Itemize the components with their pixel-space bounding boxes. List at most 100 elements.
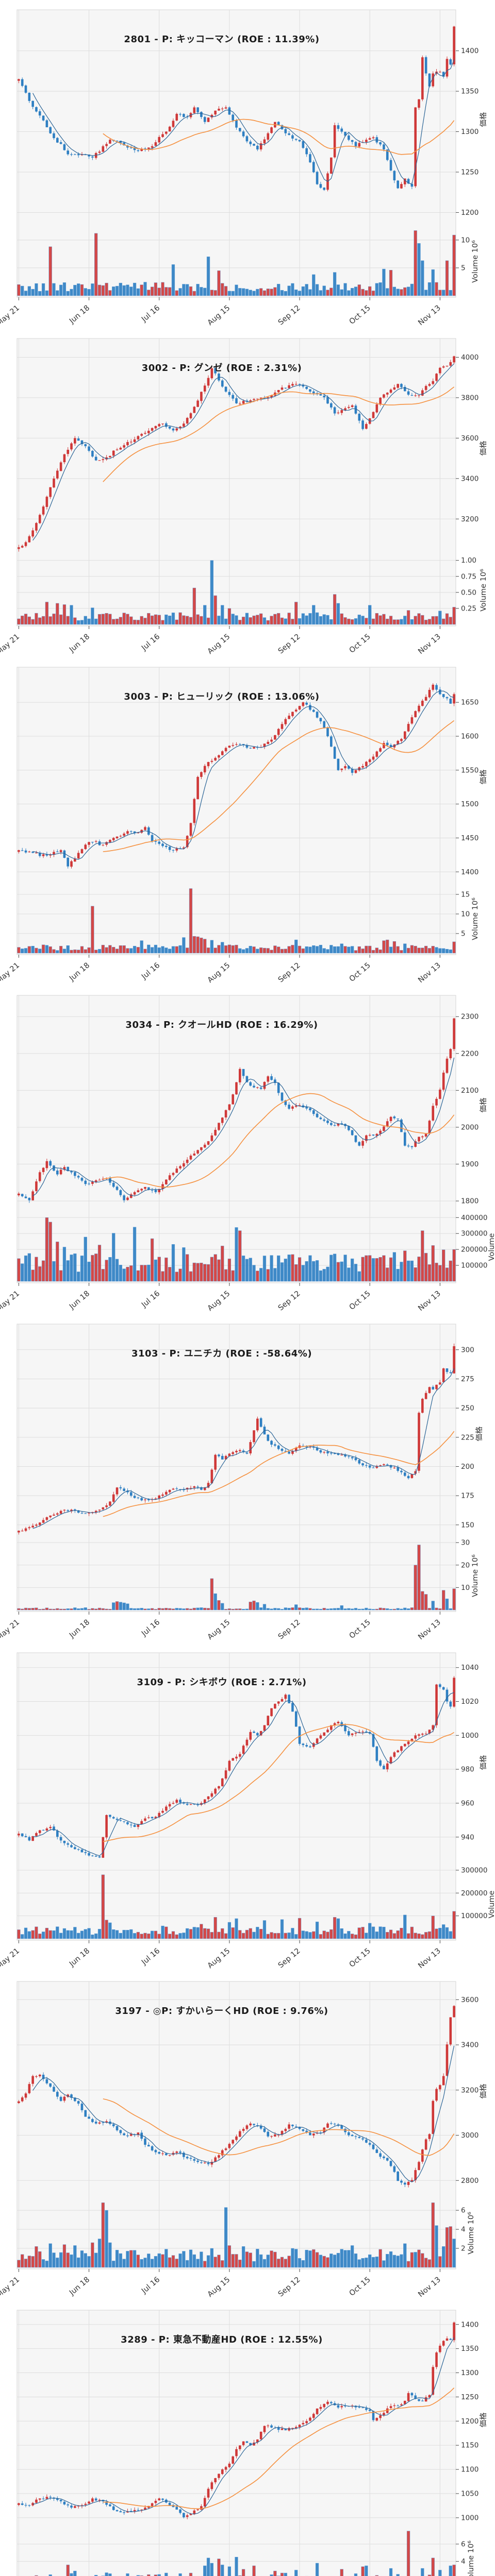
svg-text:3400: 3400 [461,2041,478,2049]
svg-text:100000: 100000 [461,1912,487,1920]
volume-bars [17,1217,456,1282]
svg-text:3200: 3200 [461,515,478,523]
plot-background [16,9,456,298]
svg-text:Jun 18: Jun 18 [68,2276,91,2297]
price-axis-title: 価格 [479,2083,488,2098]
price-axis-title: 価格 [479,440,488,455]
ma-slow-line [103,1724,455,1842]
volume-axis-title: Volume [488,1233,495,1261]
svg-text:3400: 3400 [461,474,478,483]
svg-text:400000: 400000 [461,1214,487,1222]
svg-text:3600: 3600 [461,1996,478,2004]
grid-lines [17,9,456,297]
ma-fast-line [32,2045,455,2182]
svg-text:275: 275 [461,1375,474,1383]
svg-text:Jul 16: Jul 16 [140,1618,161,1638]
svg-text:Nov 13: Nov 13 [417,1947,442,1970]
volume-axis-title: Volume 10⁶ [471,897,480,940]
stock-chart-figure-3: 3003 - P: ヒューリック (ROE : 13.06%) 1400 1450… [0,657,495,986]
svg-text:May 21: May 21 [0,304,21,328]
stock-chart-figure-5: 3103 - P: ユニチカ (ROE : -58.64%) 150 175 200… [0,1314,495,1643]
chart-canvas: 3200 3400 3600 3800 4000 価格 0.25 0.50 0.75 1.00 Vo… [0,338,488,656]
ma-fast-line [32,1368,455,1529]
ma-fast-line [32,1692,454,1856]
svg-text:4: 4 [461,2225,466,2233]
svg-text:175: 175 [461,1492,474,1500]
svg-text:4: 4 [461,2557,466,2566]
svg-text:Oct 15: Oct 15 [348,2276,372,2298]
x-axis-labels: May 21 Jun 18 Jul 16 Aug 15 Sep 12 Oct 15 Nov … [0,1940,442,1971]
svg-text:980: 980 [461,1766,474,1774]
ma-fast-line [32,690,454,860]
svg-text:Aug 15: Aug 15 [206,1947,232,1970]
price-axis-labels: 1400 1450 1500 1550 1600 1650 [455,698,478,876]
svg-text:Aug 15: Aug 15 [206,1290,232,1313]
candlesticks [18,1344,455,1535]
price-axis-title: 価格 [479,2412,488,2427]
candlesticks [18,1676,455,1858]
volume-bars [17,2202,456,2268]
svg-text:0.75: 0.75 [461,572,476,581]
svg-text:May 21: May 21 [0,961,21,985]
volume-bars [17,1874,456,1939]
volume-bars [17,560,456,625]
svg-text:Sep 12: Sep 12 [277,1618,302,1641]
plot-background [16,1324,456,1612]
volume-axis-labels: 100000 200000 300000 [455,1866,487,1920]
svg-text:Jul 16: Jul 16 [140,961,161,981]
price-axis-title: 価格 [479,769,488,784]
plot-background [16,1981,456,2269]
svg-text:5: 5 [461,929,466,938]
svg-text:250: 250 [461,1404,474,1413]
svg-text:Aug 15: Aug 15 [206,961,232,984]
svg-text:1400: 1400 [461,2320,478,2329]
svg-text:10: 10 [461,910,470,918]
svg-text:1800: 1800 [461,1197,478,1206]
volume-axis-title: Volume 10⁶ [471,240,480,283]
svg-text:Jul 16: Jul 16 [140,2276,161,2296]
svg-text:20: 20 [461,1561,470,1569]
svg-text:5: 5 [461,264,466,272]
svg-text:1900: 1900 [461,1160,478,1168]
ma-slow-line [103,2387,455,2509]
svg-text:1550: 1550 [461,766,478,774]
svg-text:1000: 1000 [461,2514,478,2522]
svg-text:Oct 15: Oct 15 [348,1618,372,1640]
grid-lines [17,1324,456,1612]
svg-text:3200: 3200 [461,2086,478,2094]
grid-lines [17,2310,456,2576]
stock-chart-figure-4: 3034 - P: クオールHD (ROE : 16.29%) 1800 1900… [0,986,495,1315]
svg-text:2: 2 [461,2574,466,2576]
svg-text:Sep 12: Sep 12 [277,633,302,656]
svg-text:1250: 1250 [461,168,478,176]
svg-text:Jun 18: Jun 18 [68,1947,91,1969]
ma-fast-line [32,2337,455,2514]
svg-text:1350: 1350 [461,88,478,96]
svg-text:Nov 13: Nov 13 [417,1618,442,1641]
stock-chart-figure-6: 3109 - P: シキボウ (ROE : 2.71%) 940 960 980 10… [0,1642,495,1972]
ma-slow-line [103,2098,455,2156]
svg-text:Aug 15: Aug 15 [206,2276,232,2299]
volume-bars [17,230,456,296]
svg-text:0.25: 0.25 [461,604,476,613]
candlesticks [18,2005,455,2188]
svg-text:Oct 15: Oct 15 [348,961,372,983]
volume-axis-labels: 5 10 15 [455,890,470,938]
svg-text:225: 225 [461,1433,474,1442]
svg-text:300000: 300000 [461,1866,487,1874]
candlesticks [18,1018,455,1204]
stock-chart-figure-1: 2801 - P: キッコーマン (ROE : 11.39%) 1200 1250… [0,0,495,329]
price-axis-labels: 940 960 980 1000 1020 1040 [455,1664,478,1841]
volume-axis-labels: 100000 200000 300000 400000 [455,1214,487,1270]
svg-text:3600: 3600 [461,434,478,443]
svg-text:1350: 1350 [461,2345,478,2353]
svg-text:1200: 1200 [461,209,478,217]
volume-axis-labels: 0.25 0.50 0.75 1.00 [455,556,476,613]
svg-text:300000: 300000 [461,1230,487,1238]
svg-text:Jul 16: Jul 16 [140,304,161,324]
price-axis-labels: 1200 1250 1300 1350 1400 [455,47,478,217]
volume-axis-title: Volume 10⁶ [480,569,488,612]
svg-text:Sep 12: Sep 12 [277,961,302,984]
volume-axis-labels: 2 4 6 [455,2540,466,2576]
